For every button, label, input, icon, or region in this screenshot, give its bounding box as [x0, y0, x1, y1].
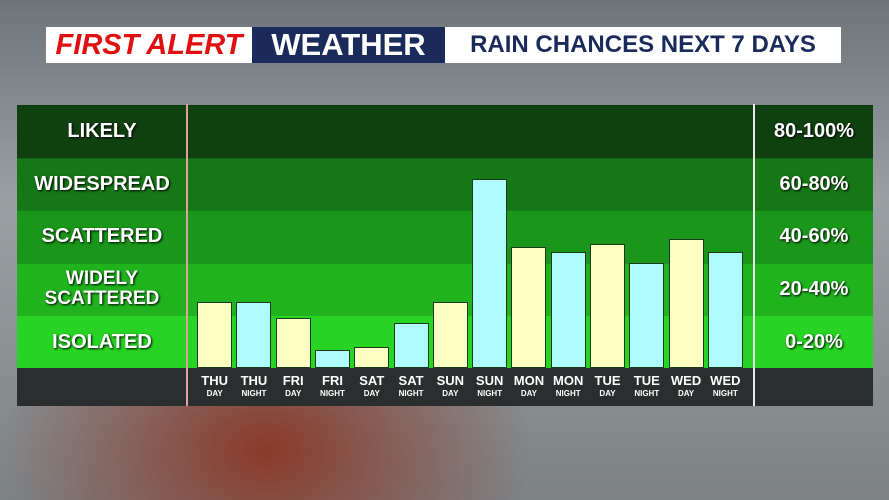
grid-line: [17, 157, 873, 159]
band-range: 60-80%: [779, 172, 849, 195]
x-tick-label: FRI: [282, 373, 304, 388]
x-tick-sublabel: NIGHT: [320, 389, 345, 398]
x-tick-sublabel: DAY: [442, 389, 459, 398]
bar: [668, 239, 704, 368]
x-tick-label: SUN: [475, 373, 504, 388]
x-tick-label: WED: [710, 373, 741, 388]
x-tick-label: TUE: [633, 373, 660, 388]
x-tick-label: MON: [513, 373, 545, 388]
title-subject: RAIN CHANCES NEXT 7 DAYS: [445, 27, 841, 63]
bar: [432, 302, 468, 368]
x-tick-sublabel: DAY: [677, 389, 695, 398]
x-tick-label: SUN: [436, 373, 465, 388]
x-tick-sublabel: NIGHT: [477, 389, 503, 398]
x-tick-label: TUE: [594, 373, 621, 388]
band-label: WIDELY SCATTERED: [44, 268, 160, 310]
x-tick-label: SAT: [398, 373, 424, 388]
band-label: WIDESPREAD: [34, 172, 170, 195]
x-tick-sublabel: NIGHT: [634, 389, 660, 398]
x-tick-sublabel: DAY: [599, 389, 616, 398]
band-label: ISOLATED: [52, 330, 152, 353]
x-tick-sublabel: DAY: [520, 389, 537, 398]
x-tick-sublabel: DAY: [363, 389, 380, 398]
x-tick-label: SAT: [359, 373, 385, 388]
x-tick-sublabel: DAY: [285, 389, 302, 398]
bar: [707, 252, 743, 368]
divider: [186, 104, 188, 406]
bar: [197, 302, 233, 368]
band: [17, 105, 873, 158]
x-tick-label: MON: [553, 373, 584, 388]
x-tick-sublabel: NIGHT: [398, 389, 424, 398]
bar: [275, 318, 311, 368]
grid-line: [17, 262, 873, 264]
x-tick-sublabel: DAY: [206, 389, 223, 398]
x-tick-sublabel: NIGHT: [712, 389, 738, 398]
x-tick-label: THU: [240, 373, 268, 388]
bar: [550, 252, 586, 368]
band-range: 40-60%: [779, 225, 849, 248]
x-tick-label: WED: [670, 373, 702, 388]
bar: [629, 262, 665, 368]
title-first-alert: FIRST ALERT: [46, 27, 252, 63]
band-label: SCATTERED: [41, 225, 163, 248]
bar: [590, 244, 625, 368]
divider: [753, 104, 755, 406]
x-tick-sublabel: NIGHT: [241, 389, 267, 398]
bar: [472, 178, 508, 368]
grid-line: [17, 210, 873, 212]
x-tick-sublabel: NIGHT: [555, 389, 581, 398]
band: [17, 157, 873, 211]
x-tick-label: FRI: [322, 373, 343, 388]
bar: [315, 349, 350, 368]
band-label: LIKELY: [67, 120, 137, 143]
grid-line: [17, 105, 873, 106]
bar: [511, 247, 547, 368]
bar: [354, 346, 390, 368]
band-range: 20-40%: [779, 278, 849, 301]
band-range: 80-100%: [773, 120, 855, 143]
x-tick-label: THU: [201, 373, 228, 388]
title-weather: WEATHER: [252, 27, 445, 63]
band-range: 0-20%: [785, 330, 843, 353]
bar: [393, 323, 429, 368]
bar: [236, 302, 272, 368]
category-strip: [17, 368, 873, 406]
